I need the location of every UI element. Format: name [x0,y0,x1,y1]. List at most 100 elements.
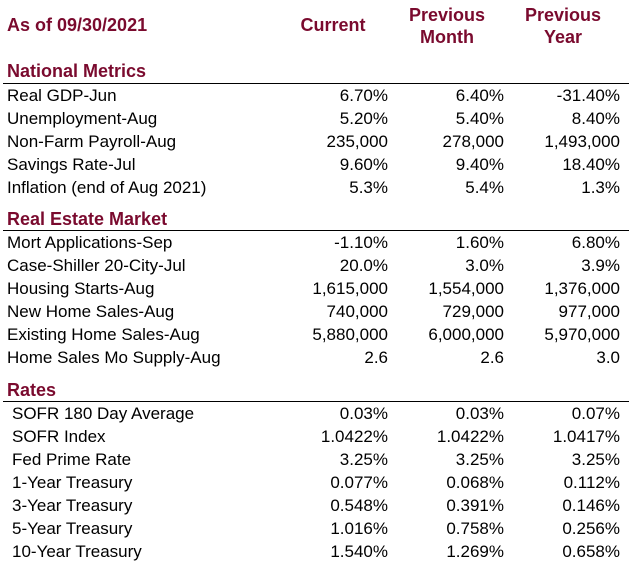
column-header-previous-year-line2: Year [543,27,583,47]
current-value: 740,000 [326,302,388,321]
current-value: 9.60% [339,155,388,174]
previous-month-value: 6.40% [455,86,504,105]
current-value: 5.20% [339,109,388,128]
previous-month-value: 9.40% [455,155,504,174]
table-row: SOFR Index 1.0422% 1.0422% 1.0417% [0,425,632,448]
table-row: Fed Prime Rate 3.25% 3.25% 3.25% [0,448,632,471]
previous-year-value: 5,970,000 [544,325,620,344]
previous-year-value: 1.3% [581,178,620,197]
current-value: 6.70% [339,86,388,105]
section-divider [3,401,629,402]
table-row: Case-Shiller 20-City-Jul 20.0% 3.0% 3.9% [0,254,632,277]
row-label: SOFR 180 Day Average [12,404,195,423]
row-label: New Home Sales-Aug [7,302,175,321]
previous-year-value: 0.658% [562,542,620,561]
current-value: 1.540% [330,542,388,561]
section-title-national-metrics: National Metrics [7,61,147,81]
current-value: 0.077% [330,473,388,492]
as-of-date: As of 09/30/2021 [7,15,148,35]
row-label: Home Sales Mo Supply-Aug [7,348,221,367]
row-label: 5-Year Treasury [12,519,133,538]
previous-year-value: -31.40% [556,86,620,105]
previous-year-value: 3.0 [596,348,620,367]
row-label: SOFR Index [12,427,106,446]
current-value: 5,880,000 [312,325,388,344]
row-label: Real GDP-Jun [7,86,117,105]
current-value: 0.03% [339,404,388,423]
table-row: Home Sales Mo Supply-Aug 2.6 2.6 3.0 [0,346,632,369]
previous-month-value: 1.0422% [436,427,504,446]
previous-year-value: 0.112% [563,473,620,492]
table-row: 3-Year Treasury 0.548% 0.391% 0.146% [0,494,632,517]
current-value: 3.25% [339,450,388,469]
table-row: Mort Applications-Sep -1.10% 1.60% 6.80% [0,231,632,254]
section-title-rates: Rates [7,380,57,400]
current-value: 20.0% [339,256,388,275]
column-header-previous-month-line2: Month [420,27,474,47]
previous-year-value: 0.256% [562,519,620,538]
previous-month-value: 2.6 [480,348,504,367]
column-header-current: Current [300,15,366,35]
previous-year-value: 8.40% [571,109,620,128]
row-label: 10-Year Treasury [12,542,142,561]
section-divider [3,230,629,231]
row-label: Mort Applications-Sep [7,233,173,252]
section-title-real-estate-market: Real Estate Market [7,209,168,229]
column-header-previous-year-line1: Previous [524,5,602,25]
table-row: 1-Year Treasury 0.077% 0.068% 0.112% [0,471,632,494]
previous-month-value: 0.391% [446,496,504,515]
previous-month-value: 1.269% [446,542,504,561]
previous-year-value: 0.146% [562,496,620,515]
row-label: Case-Shiller 20-City-Jul [7,256,186,275]
table-row: SOFR 180 Day Average 0.03% 0.03% 0.07% [0,402,632,425]
current-value: 1.016% [330,519,388,538]
table-row: Real GDP-Jun 6.70% 6.40% -31.40% [0,84,632,107]
row-label: Inflation (end of Aug 2021) [7,178,207,197]
table-row: New Home Sales-Aug 740,000 729,000 977,0… [0,300,632,323]
previous-year-value: 3.9% [581,256,620,275]
previous-year-value: 3.25% [571,450,620,469]
table-row: 10-Year Treasury 1.540% 1.269% 0.658% [0,540,632,563]
previous-month-value: 729,000 [442,302,504,321]
table-row: 5-Year Treasury 1.016% 0.758% 0.256% [0,517,632,540]
table-row: Savings Rate-Jul 9.60% 9.40% 18.40% [0,153,632,176]
previous-year-value: 977,000 [558,302,620,321]
row-label: Unemployment-Aug [7,109,158,128]
column-header-previous-month: Previous Month [392,4,502,48]
row-label: Fed Prime Rate [12,450,132,469]
previous-month-value: 1,554,000 [428,279,504,298]
section-divider [3,83,629,84]
row-label: 1-Year Treasury [12,473,133,492]
previous-month-value: 0.758% [446,519,504,538]
previous-year-value: 0.07% [571,404,620,423]
row-label: Housing Starts-Aug [7,279,155,298]
previous-year-value: 1.0417% [552,427,620,446]
column-header-previous-year: Previous Year [508,4,618,48]
previous-year-value: 6.80% [571,233,620,252]
previous-month-value: 278,000 [442,132,504,151]
table-row: Housing Starts-Aug 1,615,000 1,554,000 1… [0,277,632,300]
previous-year-value: 1,376,000 [544,279,620,298]
previous-month-value: 3.25% [455,450,504,469]
previous-month-value: 5.40% [455,109,504,128]
row-label: Savings Rate-Jul [7,155,136,174]
table-row: Existing Home Sales-Aug 5,880,000 6,000,… [0,323,632,346]
row-label: Non-Farm Payroll-Aug [7,132,177,151]
current-value: -1.10% [334,233,388,252]
previous-month-value: 3.0% [465,256,504,275]
row-label: Existing Home Sales-Aug [7,325,200,344]
previous-year-value: 1,493,000 [544,132,620,151]
current-value: 0.548% [330,496,388,515]
previous-month-value: 0.068% [446,473,504,492]
table-row: Inflation (end of Aug 2021) 5.3% 5.4% 1.… [0,176,632,199]
previous-month-value: 1.60% [455,233,504,252]
column-header-previous-month-line1: Previous [408,5,486,25]
table-row: Unemployment-Aug 5.20% 5.40% 8.40% [0,107,632,130]
row-label: 3-Year Treasury [12,496,133,515]
previous-month-value: 5.4% [465,178,504,197]
current-value: 235,000 [326,132,388,151]
previous-year-value: 18.40% [562,155,620,174]
current-value: 1,615,000 [312,279,388,298]
current-value: 2.6 [364,348,388,367]
current-value: 5.3% [349,178,388,197]
